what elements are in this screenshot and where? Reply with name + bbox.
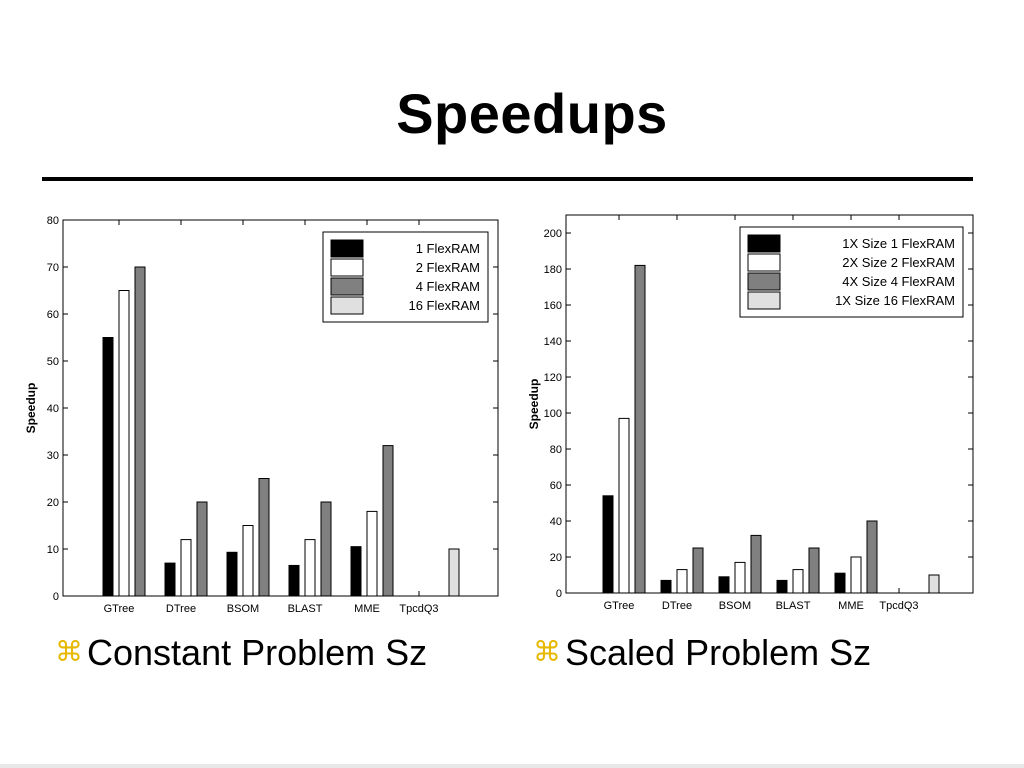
bar [288, 564, 300, 597]
y-tick-label: 180 [544, 264, 562, 276]
x-tick-label: MME [354, 603, 380, 615]
bar [382, 445, 394, 597]
bar [164, 562, 176, 597]
y-tick-label: 140 [544, 336, 562, 348]
bar [718, 576, 730, 594]
y-tick-label: 80 [47, 215, 59, 227]
legend-label: 2X Size 2 FlexRAM [842, 255, 955, 270]
bullet-text: Constant Problem Sz [87, 632, 428, 673]
y-tick-label: 70 [47, 262, 59, 274]
bar [134, 266, 146, 597]
legend-swatch [747, 272, 781, 291]
legend-swatch [330, 296, 364, 315]
y-tick-label: 120 [544, 372, 562, 384]
bar [242, 525, 254, 597]
y-tick-label: 0 [53, 591, 59, 603]
bar [102, 337, 114, 597]
x-tick-label: BLAST [776, 600, 811, 612]
bar [196, 501, 208, 597]
legend-swatch [747, 253, 781, 272]
bar [366, 510, 378, 597]
y-tick-label: 10 [47, 544, 59, 556]
x-tick-label: GTree [104, 603, 135, 615]
x-tick-label: BSOM [719, 600, 751, 612]
y-tick-label: 0 [556, 588, 562, 600]
chart-svg: 0 10 20 30 40 50 60 70 80 Speedup GTree DTree BSOM BL… [24, 215, 499, 615]
x-tick-label: TpcdQ3 [879, 600, 918, 612]
title-divider [42, 177, 973, 181]
bar [692, 547, 704, 594]
bar [258, 478, 270, 597]
bullet-icon: ⌘ [533, 635, 561, 668]
y-tick-label: 20 [550, 552, 562, 564]
x-tick-label: BLAST [288, 603, 323, 615]
y-tick-label: 40 [550, 516, 562, 528]
legend-label: 1 FlexRAM [416, 241, 480, 256]
bar [792, 569, 804, 594]
bar [850, 556, 862, 594]
legend-swatch [330, 277, 364, 296]
legend-label: 4X Size 4 FlexRAM [842, 274, 955, 289]
bar [602, 495, 614, 594]
chart-svg: 0 20 40 60 80 100 120 140 160 180 200 Speedup GTree D… [527, 214, 974, 612]
bar [118, 290, 130, 597]
y-tick-label: 100 [544, 408, 562, 420]
bar [226, 551, 238, 597]
bar [734, 561, 746, 594]
bullet-icon: ⌘ [55, 635, 83, 668]
bullet-scaled-problem: ⌘ Scaled Problem Sz [533, 628, 871, 681]
y-tick-label: 20 [47, 497, 59, 509]
legend-swatch [330, 239, 364, 258]
x-tick-label: DTree [662, 600, 692, 612]
bullet-text: Scaled Problem Sz [565, 632, 872, 673]
bar [320, 501, 332, 597]
bar [808, 547, 820, 594]
bar [448, 548, 460, 597]
bar [618, 417, 630, 594]
bar [776, 579, 788, 594]
legend-label: 1X Size 16 FlexRAM [835, 293, 955, 308]
constant-problem-chart: 0 10 20 30 40 50 60 70 80 Speedup GTree DTree BSOM BL… [18, 205, 508, 625]
bar [634, 264, 646, 594]
legend-swatch [330, 258, 364, 277]
legend-swatch [747, 291, 781, 310]
y-tick-label: 30 [47, 450, 59, 462]
x-tick-label: MME [838, 600, 864, 612]
y-axis-label: Speedup [527, 379, 541, 430]
bullet-constant-problem: ⌘ Constant Problem Sz [55, 628, 427, 681]
x-tick-label: TpcdQ3 [399, 603, 438, 615]
y-axis-label: Speedup [24, 383, 38, 434]
slide-title: Speedups [396, 82, 668, 145]
footer-band [0, 764, 1024, 768]
legend-label: 4 FlexRAM [416, 279, 480, 294]
y-tick-label: 60 [550, 480, 562, 492]
legend-swatch [747, 234, 781, 253]
y-tick-label: 80 [550, 444, 562, 456]
y-tick-label: 60 [47, 309, 59, 321]
bar [866, 520, 878, 594]
bar [834, 572, 846, 594]
x-tick-label: GTree [604, 600, 635, 612]
bar [928, 574, 940, 594]
bar [750, 534, 762, 594]
bar [304, 539, 316, 597]
bar [350, 546, 362, 597]
bar [180, 539, 192, 597]
legend-label: 2 FlexRAM [416, 260, 480, 275]
scaled-problem-chart: 0 20 40 60 80 100 120 140 160 180 200 Speedup GTree D… [516, 205, 981, 620]
y-tick-label: 200 [544, 228, 562, 240]
legend-label: 16 FlexRAM [408, 298, 480, 313]
legend-label: 1X Size 1 FlexRAM [842, 236, 955, 251]
y-tick-label: 160 [544, 300, 562, 312]
x-tick-label: BSOM [227, 603, 259, 615]
bar [660, 579, 672, 594]
x-tick-label: DTree [166, 603, 196, 615]
y-tick-label: 50 [47, 356, 59, 368]
bar [676, 569, 688, 594]
y-tick-label: 40 [47, 403, 59, 415]
